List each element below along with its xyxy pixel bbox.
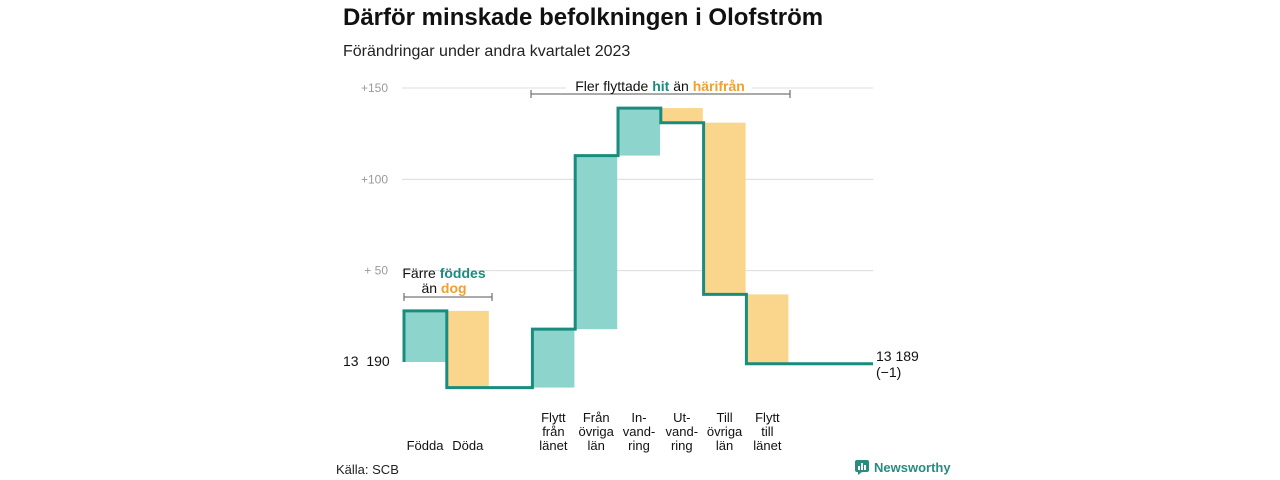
waterfall-bar	[618, 108, 660, 156]
annotation-highlight: dog	[441, 280, 467, 296]
category-label: län	[588, 438, 605, 453]
running-total-line	[402, 106, 873, 390]
brand-name: Newsworthy	[874, 460, 951, 475]
category-label: Flytt	[755, 410, 780, 425]
annotation-highlight: föddes	[440, 265, 486, 281]
chart-title: Därför minskade befolkningen i Olofström	[343, 4, 824, 31]
y-tick-label: +100	[361, 172, 388, 186]
annotation-text: än	[669, 78, 692, 94]
annotation-text: Fler flyttade	[575, 78, 652, 94]
category-label: från	[542, 424, 564, 439]
category-label: ring	[671, 438, 693, 453]
svg-text:Färre föddes: Färre föddes	[402, 265, 485, 281]
y-tick-label: +150	[361, 81, 388, 95]
annotation-highlight: hit	[652, 78, 669, 94]
newsworthy-logo-icon	[855, 460, 869, 475]
svg-text:än dog: än dog	[421, 280, 466, 296]
svg-text:Fler flyttade hit än härifrån: Fler flyttade hit än härifrån	[575, 78, 745, 94]
category-label: län	[716, 438, 733, 453]
category-label: Födda	[407, 438, 445, 453]
category-label: länet	[753, 438, 782, 453]
chart-subtitle: Förändringar under andra kvartalet 2023	[343, 43, 631, 60]
waterfall-bar	[660, 108, 703, 123]
category-label: Flytt	[541, 410, 566, 425]
waterfall-bar	[703, 122, 746, 295]
end-value-label: 13 189	[876, 348, 919, 364]
category-label: länet	[539, 438, 568, 453]
brand-logo: Newsworthy	[855, 460, 951, 475]
category-label: Till	[717, 410, 733, 425]
annotation-text: än	[421, 280, 440, 296]
category-label: Ut-	[673, 410, 690, 425]
end-change-label: (−1)	[876, 364, 901, 380]
waterfall-bar	[575, 155, 618, 330]
source-note: Källa: SCB	[336, 462, 399, 477]
category-label: Från	[583, 410, 610, 425]
waterfall-bar	[532, 329, 575, 388]
waterfall-bar	[746, 294, 789, 364]
baseline-label: 13 190	[343, 353, 390, 369]
category-label: till	[761, 424, 773, 439]
category-label: In-	[631, 410, 646, 425]
y-tick-label: + 50	[364, 264, 388, 278]
category-label: vand-	[623, 424, 656, 439]
category-label: vand-	[666, 424, 699, 439]
annotation-text: Färre	[402, 265, 439, 281]
category-label: Döda	[452, 438, 484, 453]
waterfall-bar	[446, 310, 489, 388]
migration-annotation: Fler flyttade hit än härifrån	[530, 76, 791, 98]
births-deaths-annotation: Färre föddes än dog	[402, 265, 493, 301]
category-label: övriga	[707, 424, 743, 439]
annotation-highlight: härifrån	[693, 78, 745, 94]
category-label: övriga	[578, 424, 614, 439]
category-label: ring	[628, 438, 650, 453]
waterfall-bar	[404, 310, 446, 362]
